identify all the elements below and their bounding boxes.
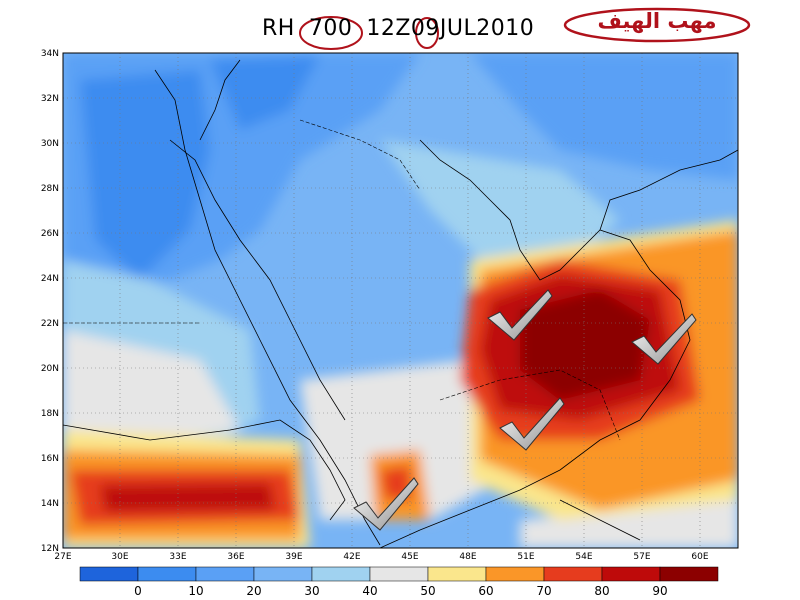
colorbar-swatch — [427, 566, 487, 582]
lat-tick: 20N — [41, 364, 59, 374]
title-circles — [299, 16, 439, 50]
lon-tick: 30E — [111, 552, 128, 562]
lat-tick: 18N — [41, 409, 59, 419]
checkmark-icon — [353, 477, 419, 531]
colorbar-label: 80 — [594, 584, 609, 598]
colorbar-label: 10 — [188, 584, 203, 598]
lon-tick: 27E — [54, 552, 71, 562]
lon-tick: 51E — [517, 552, 534, 562]
lon-tick: 33E — [169, 552, 186, 562]
lat-tick: 24N — [41, 274, 59, 284]
lat-tick: 22N — [41, 319, 59, 329]
stamp-oval — [563, 7, 751, 43]
map-title: RH 700 12Z09JUL2010 — [262, 16, 534, 41]
lon-tick: 42E — [343, 552, 360, 562]
colorbar-label: 70 — [536, 584, 551, 598]
lon-tick: 39E — [285, 552, 302, 562]
checkmark-annotations — [353, 289, 697, 531]
lon-tick: 60E — [691, 552, 708, 562]
lon-tick: 36E — [227, 552, 244, 562]
colorbar-swatch — [195, 566, 255, 582]
colorbar-swatch — [369, 566, 429, 582]
lon-tick: 48E — [459, 552, 476, 562]
coastlines — [63, 59, 738, 548]
colorbar-label: 50 — [420, 584, 435, 598]
colorbar-label: 30 — [304, 584, 319, 598]
colorbar-swatch — [601, 566, 661, 582]
stamp-label: مهب الهيف — [597, 9, 717, 33]
colorbar-label: 40 — [362, 584, 377, 598]
colorbar-label: 0 — [134, 584, 142, 598]
colorbar-swatch — [659, 566, 719, 582]
lat-tick: 16N — [41, 454, 59, 464]
colorbar-label: 60 — [478, 584, 493, 598]
lat-tick: 12N — [41, 544, 59, 554]
lat-tick: 28N — [41, 184, 59, 194]
checkmark-icon — [631, 313, 697, 365]
lat-tick: 14N — [41, 499, 59, 509]
longitude-labels: 27E 30E 33E 36E 39E 42E 45E 48E 51E 54E … — [54, 552, 708, 562]
title-datetime: 12Z09JUL2010 — [366, 16, 535, 41]
lon-tick: 54E — [575, 552, 592, 562]
checkmark-icon — [499, 397, 565, 451]
humidity-field — [63, 53, 738, 548]
map-frame — [62, 52, 739, 549]
lat-tick: 32N — [41, 94, 59, 104]
title-variable: RH — [262, 16, 295, 41]
colorbar-label: 90 — [652, 584, 667, 598]
colorbar-swatch — [137, 566, 197, 582]
title-level: 700 — [308, 16, 353, 41]
lat-tick: 26N — [41, 229, 59, 239]
lat-tick: 34N — [41, 49, 59, 59]
colorbar-label: 20 — [246, 584, 261, 598]
latitude-labels: 34N 32N 30N 28N 26N 24N 22N 20N 18N 16N … — [41, 49, 59, 554]
lat-tick: 30N — [41, 139, 59, 149]
colorbar-swatch — [311, 566, 371, 582]
borders — [63, 119, 621, 441]
colorbar: 0 10 20 30 40 50 60 70 80 90 — [79, 566, 719, 598]
colorbar-swatch — [543, 566, 603, 582]
checkmark-icon — [487, 289, 553, 341]
lon-tick: 45E — [401, 552, 418, 562]
colorbar-swatch — [485, 566, 545, 582]
lon-tick: 57E — [633, 552, 650, 562]
colorbar-swatch — [253, 566, 313, 582]
colorbar-swatch — [79, 566, 139, 582]
map-grid — [63, 53, 738, 548]
